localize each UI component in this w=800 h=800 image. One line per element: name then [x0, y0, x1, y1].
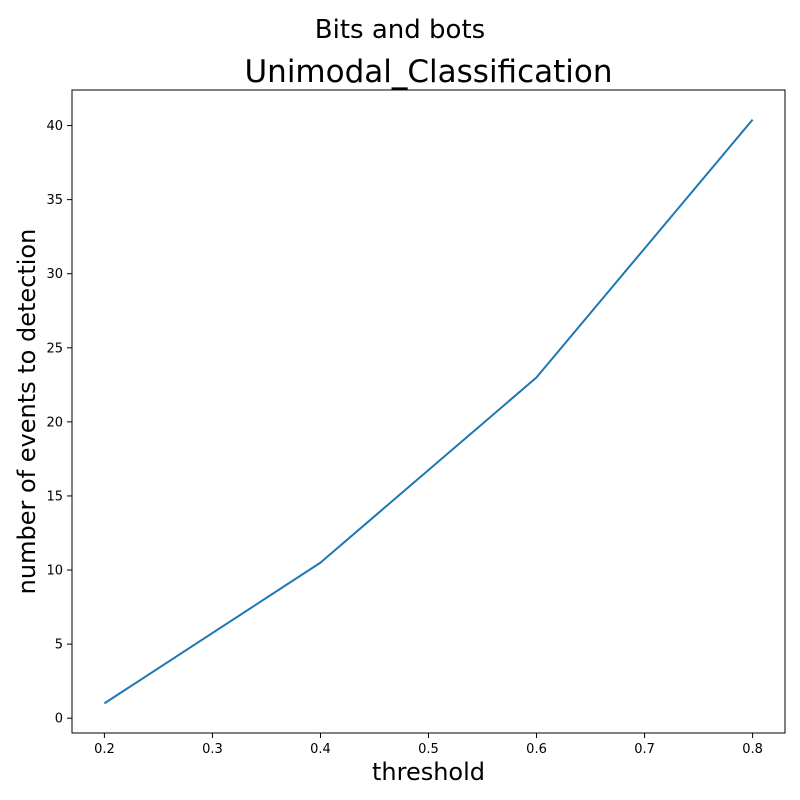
- x-tick-label: 0.5: [418, 742, 439, 757]
- y-tick-label: 0: [55, 712, 63, 727]
- y-tick-label: 25: [46, 341, 63, 356]
- x-tick-label: 0.7: [634, 742, 655, 757]
- x-tick-label: 0.3: [202, 742, 223, 757]
- chart-title: Unimodal_Classification: [244, 54, 612, 90]
- x-axis-label: threshold: [372, 758, 485, 786]
- y-axis: 0 5 10 15 20 25 30 35 40: [46, 119, 72, 727]
- x-axis: 0.2 0.3 0.4 0.5 0.6 0.7 0.8: [94, 733, 763, 757]
- x-tick-label: 0.8: [742, 742, 763, 757]
- y-tick-label: 5: [55, 638, 63, 653]
- series-line-0: [103, 118, 754, 705]
- x-tick-label: 0.2: [94, 742, 115, 757]
- x-tick-label: 0.6: [526, 742, 547, 757]
- y-tick-label: 10: [46, 564, 63, 579]
- y-axis-label: number of events to detection: [13, 229, 41, 595]
- plot-frame: [71, 89, 786, 734]
- y-tick-label: 20: [46, 415, 63, 430]
- y-tick-label: 35: [46, 193, 63, 208]
- y-tick-label: 15: [46, 489, 63, 504]
- plot-area: [103, 118, 754, 705]
- y-tick-label: 30: [46, 267, 63, 282]
- y-tick-label: 40: [46, 119, 63, 134]
- x-tick-label: 0.4: [310, 742, 331, 757]
- figure-suptitle: Bits and bots: [315, 15, 485, 45]
